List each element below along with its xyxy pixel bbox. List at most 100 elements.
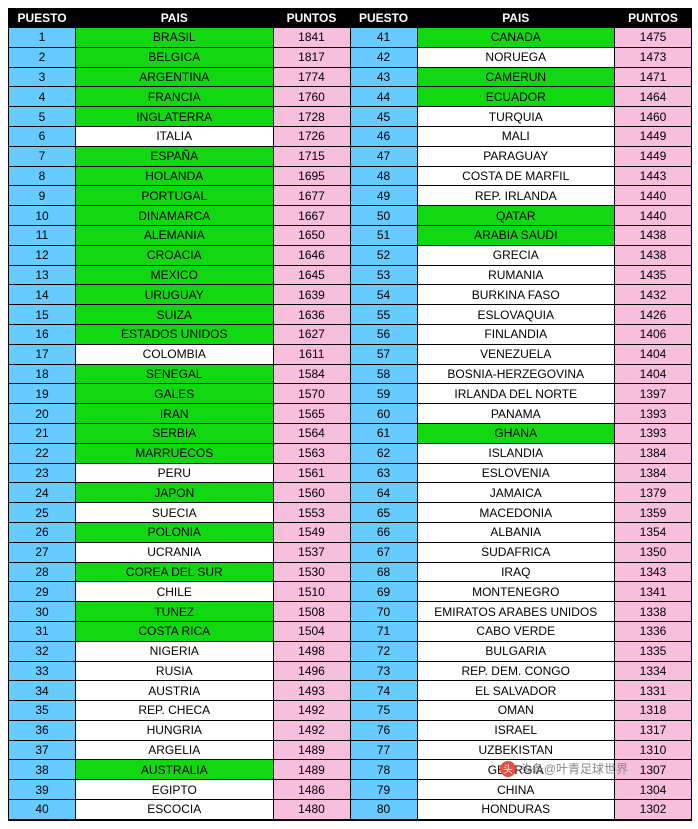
table-row: 16ESTADOS UNIDOS1627: [9, 325, 350, 345]
cell-puesto: 1: [9, 28, 76, 47]
cell-pais: COLOMBIA: [76, 345, 274, 364]
cell-puntos: 1627: [274, 325, 350, 344]
cell-puntos: 1440: [615, 186, 691, 205]
table-row: 60PANAMA1393: [351, 404, 692, 424]
cell-puntos: 1549: [274, 523, 350, 542]
table-row: 58BOSNIA-HERZEGOVINA1404: [351, 365, 692, 385]
header-row: PUESTO PAIS PUNTOS: [9, 9, 350, 28]
table-row: 37ARGELIA1489: [9, 741, 350, 761]
table-row: 50QATAR1440: [351, 206, 692, 226]
cell-puntos: 1636: [274, 305, 350, 324]
cell-puesto: 74: [351, 681, 418, 700]
cell-puesto: 4: [9, 87, 76, 106]
table-row: 47PARAGUAY1449: [351, 147, 692, 167]
cell-puntos: 1496: [274, 662, 350, 681]
cell-puntos: 1510: [274, 582, 350, 601]
cell-pais: ARABIA SAUDI: [418, 226, 616, 245]
table-row: 69MONTENEGRO1341: [351, 582, 692, 602]
cell-puesto: 72: [351, 642, 418, 661]
cell-puntos: 1317: [615, 721, 691, 740]
cell-puntos: 1695: [274, 167, 350, 186]
cell-pais: EMIRATOS ARABES UNIDOS: [418, 602, 616, 621]
cell-pais: MALI: [418, 127, 616, 146]
cell-puesto: 51: [351, 226, 418, 245]
cell-puesto: 79: [351, 780, 418, 799]
table-row: 13MEXICO1645: [9, 266, 350, 286]
header-pais: PAIS: [418, 9, 616, 27]
table-row: 32NIGERIA1498: [9, 642, 350, 662]
cell-puntos: 1393: [615, 404, 691, 423]
cell-pais: TURQUIA: [418, 107, 616, 126]
table-row: 72BULGARIA1335: [351, 642, 692, 662]
cell-puntos: 1475: [615, 28, 691, 47]
cell-puesto: 55: [351, 305, 418, 324]
cell-puntos: 1726: [274, 127, 350, 146]
cell-pais: REP. CHECA: [76, 701, 274, 720]
cell-puesto: 23: [9, 464, 76, 483]
cell-pais: COSTA RICA: [76, 622, 274, 641]
cell-pais: FINLANDIA: [418, 325, 616, 344]
cell-puesto: 50: [351, 206, 418, 225]
cell-pais: UCRANIA: [76, 543, 274, 562]
cell-puesto: 33: [9, 662, 76, 681]
cell-puesto: 41: [351, 28, 418, 47]
cell-pais: ARGELIA: [76, 741, 274, 760]
table-row: 36HUNGRIA1492: [9, 721, 350, 741]
table-row: 30TUNEZ1508: [9, 602, 350, 622]
cell-puntos: 1715: [274, 147, 350, 166]
cell-pais: JAPON: [76, 483, 274, 502]
table-row: 25SUECIA1553: [9, 503, 350, 523]
table-row: 43CAMERUN1471: [351, 68, 692, 88]
table-row: 73REP. DEM. CONGO1334: [351, 662, 692, 682]
cell-pais: IRAQ: [418, 563, 616, 582]
cell-puntos: 1426: [615, 305, 691, 324]
cell-pais: ESLOVAQUIA: [418, 305, 616, 324]
cell-puntos: 1492: [274, 701, 350, 720]
cell-puesto: 67: [351, 543, 418, 562]
cell-pais: VENEZUELA: [418, 345, 616, 364]
cell-puesto: 57: [351, 345, 418, 364]
cell-puesto: 11: [9, 226, 76, 245]
table-row: 44ECUADOR1464: [351, 87, 692, 107]
cell-puesto: 20: [9, 404, 76, 423]
cell-puesto: 24: [9, 483, 76, 502]
cell-pais: DINAMARCA: [76, 206, 274, 225]
cell-pais: GALES: [76, 384, 274, 403]
cell-pais: SUIZA: [76, 305, 274, 324]
cell-pais: UZBEKISTAN: [418, 741, 616, 760]
table-row: 77UZBEKISTAN1310: [351, 741, 692, 761]
cell-pais: ALEMANIA: [76, 226, 274, 245]
cell-puesto: 30: [9, 602, 76, 621]
cell-puesto: 42: [351, 48, 418, 67]
cell-puesto: 64: [351, 483, 418, 502]
table-row: 49REP. IRLANDA1440: [351, 186, 692, 206]
cell-pais: EGIPTO: [76, 780, 274, 799]
cell-pais: REP. DEM. CONGO: [418, 662, 616, 681]
table-row: 3ARGENTINA1774: [9, 68, 350, 88]
cell-pais: PERU: [76, 464, 274, 483]
cell-puntos: 1318: [615, 701, 691, 720]
cell-puntos: 1406: [615, 325, 691, 344]
cell-pais: PANAMA: [418, 404, 616, 423]
cell-puntos: 1639: [274, 285, 350, 304]
cell-puesto: 2: [9, 48, 76, 67]
cell-puesto: 65: [351, 503, 418, 522]
header-pais: PAIS: [76, 9, 274, 27]
header-row: PUESTO PAIS PUNTOS: [351, 9, 692, 28]
cell-puntos: 1728: [274, 107, 350, 126]
table-row: 8HOLANDA1695: [9, 167, 350, 187]
cell-pais: CANADA: [418, 28, 616, 47]
cell-pais: NORUEGA: [418, 48, 616, 67]
cell-puesto: 44: [351, 87, 418, 106]
cell-puesto: 39: [9, 780, 76, 799]
table-row: 28COREA DEL SUR1530: [9, 563, 350, 583]
table-row: 66ALBANIA1354: [351, 523, 692, 543]
cell-pais: HOLANDA: [76, 167, 274, 186]
cell-puesto: 63: [351, 464, 418, 483]
cell-pais: IRAN: [76, 404, 274, 423]
table-row: 10DINAMARCA1667: [9, 206, 350, 226]
cell-puntos: 1480: [274, 800, 350, 819]
cell-puntos: 1379: [615, 483, 691, 502]
cell-puntos: 1553: [274, 503, 350, 522]
cell-puntos: 1486: [274, 780, 350, 799]
